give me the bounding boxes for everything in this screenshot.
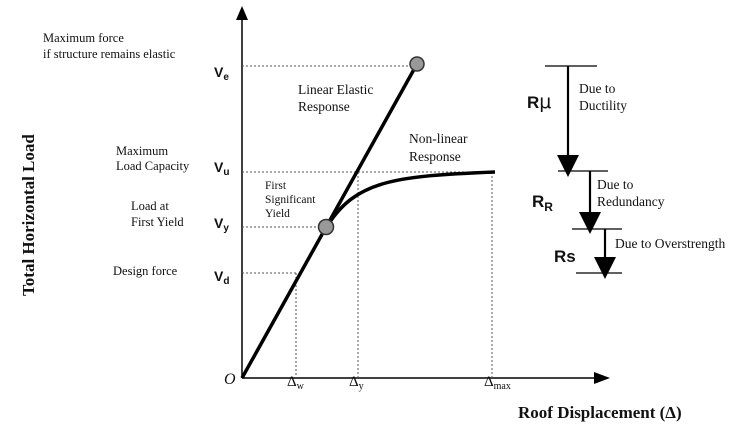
first-yield-label-line1: Load at (131, 199, 169, 213)
y-axis-arrowhead (236, 6, 248, 20)
first-yield-point (317, 218, 335, 236)
nonlinear-label-line2: Response (409, 149, 461, 164)
linear-elastic-label-line1: Linear Elastic (298, 82, 373, 97)
r-mu-desc-line1: Due to (579, 81, 616, 96)
max-capacity-label-line2: Load Capacity (116, 159, 190, 173)
origin-label: O (224, 371, 236, 388)
r-mu-desc-line2: Ductility (579, 98, 627, 113)
first-significant-label-line1: First (265, 180, 287, 192)
max-force-label-line2: if structure remains elastic (43, 47, 176, 61)
r-r-desc-line2: Redundancy (597, 194, 665, 209)
first-significant-label-line3: Yield (265, 208, 290, 220)
nonlinear-label-line1: Non-linear (409, 131, 468, 146)
y-axis-title: Total Horizontal Load (19, 134, 38, 296)
r-r-symbol: RR (532, 192, 553, 214)
r-s-symbol: Rs (554, 247, 576, 266)
first-yield-label-line2: First Yield (131, 215, 184, 229)
x-axis-title: Roof Displacement (Δ) (518, 403, 682, 422)
vy-symbol: Vy (214, 215, 229, 234)
x-axis-arrowhead (594, 372, 610, 384)
vu-symbol: Vu (214, 159, 229, 178)
max-capacity-label-line1: Maximum (116, 144, 168, 158)
linear-elastic-label-line2: Response (298, 99, 350, 114)
elastic-max-point (409, 56, 425, 72)
ve-symbol: Ve (214, 64, 229, 83)
r-s-desc: Due to Overstrength (615, 236, 725, 251)
first-significant-label-line2: Significant (265, 194, 316, 206)
dmax-symbol: Δmax (484, 374, 511, 392)
r-mu-symbol: Rμ (527, 91, 551, 113)
nonlinear-response-curve (324, 170, 496, 229)
design-force-label: Design force (113, 264, 178, 278)
max-force-label-line1: Maximum force (43, 31, 124, 45)
dw-symbol: Δw (287, 374, 305, 392)
r-r-desc-line1: Due to (597, 177, 634, 192)
vd-symbol: Vd (214, 268, 229, 287)
dy-symbol: Δy (349, 374, 364, 392)
